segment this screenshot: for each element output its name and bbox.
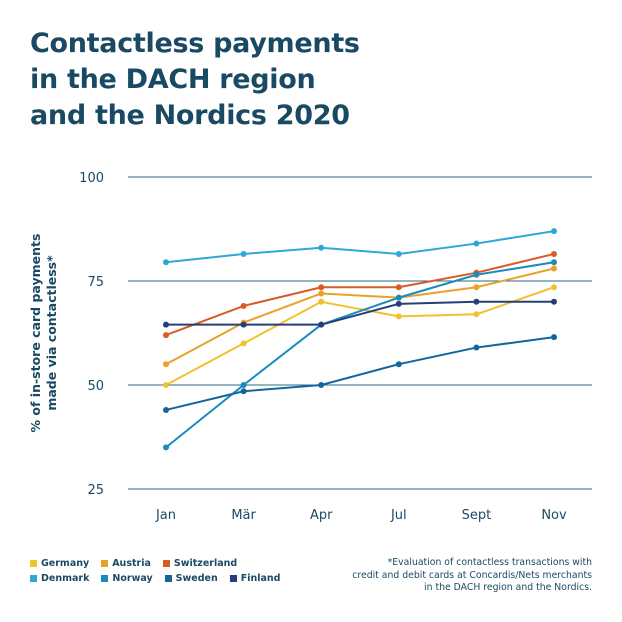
data-point-finland	[240, 321, 247, 328]
legend-label: Austria	[112, 558, 151, 569]
x-tick-label: Jan	[155, 508, 176, 523]
legend-swatch	[162, 560, 170, 567]
legend-label: Sweden	[175, 573, 218, 584]
y-tick-label: 75	[87, 275, 104, 290]
data-point-germany	[395, 313, 402, 320]
y-axis-label: % of in-store card payments made via cont…	[28, 234, 59, 433]
data-point-finland	[551, 298, 557, 305]
title-line-2: in the DACH region	[30, 64, 316, 95]
legend-item-switzerland: Switzerland	[162, 558, 238, 569]
title-line-1: Contactless payments	[30, 28, 360, 59]
legend-label: Germany	[41, 558, 90, 569]
series-line-sweden	[165, 336, 555, 411]
data-point-switzerland	[395, 284, 402, 291]
data-point-denmark	[240, 250, 247, 257]
legend-item-norway: Norway	[101, 573, 153, 584]
legend-label: Norway	[112, 573, 153, 584]
legend-label: Finland	[240, 573, 281, 584]
data-point-austria	[473, 284, 480, 291]
x-tick-label: Jul	[390, 508, 407, 523]
data-point-norway	[551, 259, 557, 266]
legend-swatch	[101, 560, 109, 567]
data-point-finland	[473, 298, 480, 305]
y-tick-label: 100	[79, 171, 104, 186]
footnote-line-3: in the DACH region and the Nordics.	[424, 582, 592, 593]
data-point-denmark	[473, 240, 480, 247]
y-axis-label-line: made via contactless*	[44, 255, 59, 411]
data-point-norway	[473, 271, 480, 278]
legend-label: Denmark	[41, 573, 90, 584]
series-line-denmark	[165, 230, 555, 264]
data-point-switzerland	[240, 302, 247, 309]
legend-swatch	[30, 560, 37, 567]
data-point-germany	[473, 311, 480, 318]
series-line-austria	[165, 267, 555, 366]
x-tick-label: Mär	[231, 508, 256, 523]
legend-label: Switzerland	[173, 558, 238, 569]
data-point-germany	[163, 382, 169, 388]
title-line-3: and the Nordics 2020	[30, 100, 350, 131]
legend-swatch	[229, 575, 237, 582]
data-point-switzerland	[551, 250, 557, 257]
data-point-sweden	[163, 406, 169, 413]
data-point-denmark	[163, 259, 169, 266]
series-line-switzerland	[165, 252, 555, 337]
x-tick-label: Sept	[462, 508, 492, 523]
data-point-austria	[163, 361, 169, 368]
y-tick-label: 25	[87, 483, 104, 498]
footnote: *Evaluation of contactless transactions …	[332, 557, 592, 595]
data-point-finland	[318, 321, 325, 328]
x-tick-label: Apr	[310, 508, 333, 523]
data-point-sweden	[395, 361, 402, 368]
data-point-germany	[318, 298, 325, 305]
data-point-switzerland	[318, 284, 325, 291]
y-axis-label-line: % of in-store card payments	[28, 234, 43, 433]
data-point-finland	[163, 321, 169, 328]
legend-swatch	[101, 575, 109, 582]
x-tick-label: Nov	[541, 508, 567, 523]
footnote-line-1: *Evaluation of contactless transactions …	[387, 557, 592, 568]
data-point-norway	[163, 444, 169, 451]
data-point-austria	[318, 290, 325, 297]
data-point-germany	[240, 340, 247, 347]
series-line-finland	[166, 300, 554, 326]
data-point-norway	[395, 294, 402, 301]
series-line-germany	[165, 286, 555, 386]
legend-item-austria: Austria	[101, 558, 151, 569]
legend-item-germany: Germany	[30, 558, 89, 569]
data-point-finland	[395, 300, 402, 307]
data-point-sweden	[473, 344, 480, 351]
data-point-sweden	[551, 334, 557, 341]
series-line-norway	[165, 261, 555, 449]
legend: Germany Austria Switzerland Denmark Norway Sw…	[30, 558, 310, 584]
data-point-germany	[551, 284, 557, 291]
data-point-denmark	[551, 228, 557, 235]
data-point-denmark	[318, 244, 325, 251]
legend-item-sweden: Sweden	[164, 573, 218, 584]
legend-item-finland: Finland	[229, 573, 281, 584]
data-point-switzerland	[163, 332, 169, 339]
chart-title: Contactless payments in the DACH region …	[30, 26, 450, 134]
legend-swatch	[30, 575, 37, 582]
data-point-denmark	[395, 250, 402, 257]
data-point-austria	[551, 265, 557, 272]
data-point-sweden	[318, 382, 325, 388]
footnote-line-2: credit and debit cards at Concardis/Nets…	[352, 569, 592, 581]
data-point-sweden	[240, 388, 247, 395]
legend-item-denmark: Denmark	[30, 573, 89, 584]
y-tick-label: 50	[87, 379, 104, 394]
legend-swatch	[164, 575, 172, 582]
data-point-norway	[240, 382, 247, 388]
